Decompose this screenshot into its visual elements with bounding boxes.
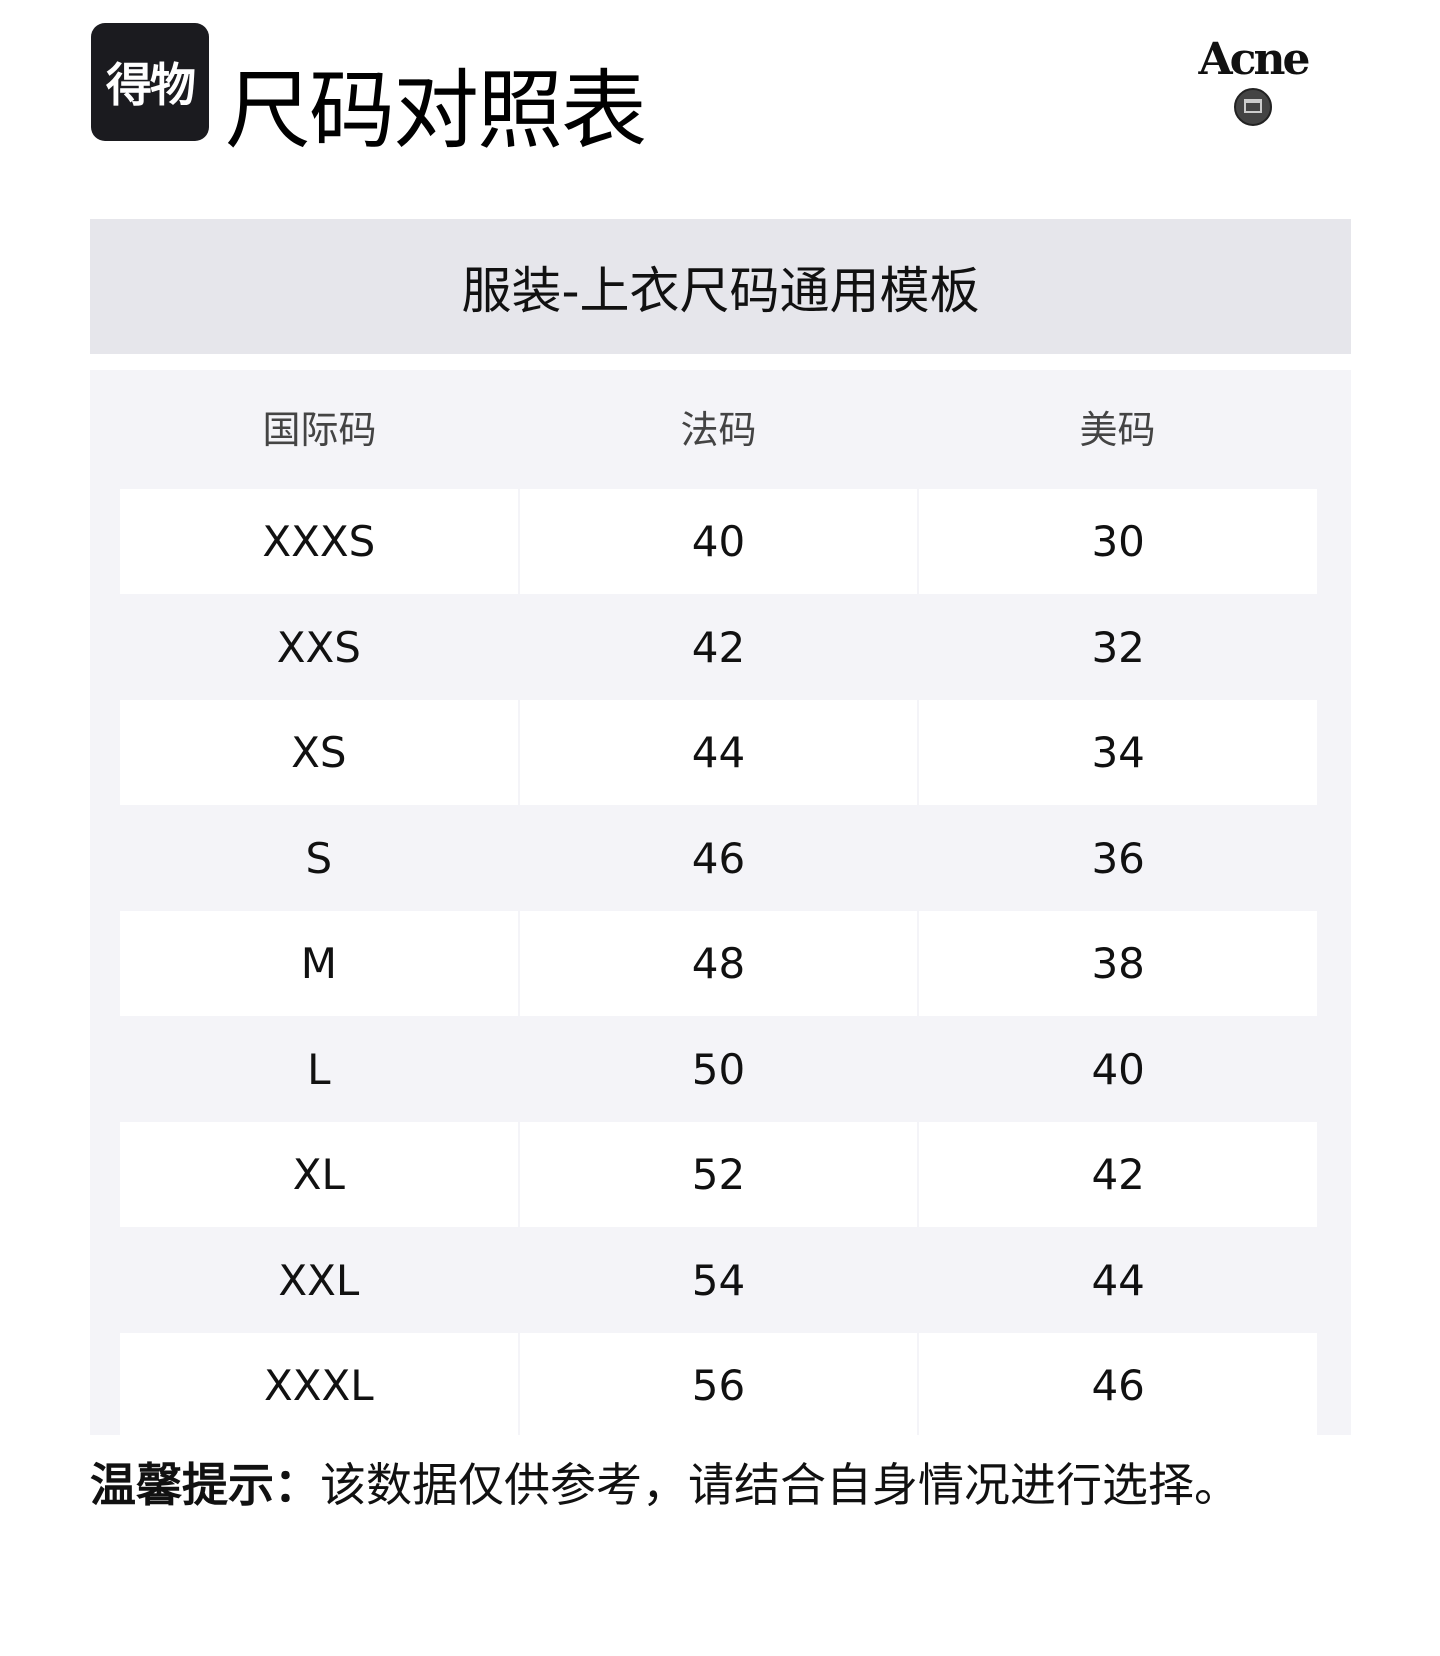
brand-logo-text: 得物 (106, 58, 196, 112)
table-cell: 36 (1091, 833, 1145, 883)
tip-label: 温馨提示： (90, 1458, 320, 1512)
table-row: XXL 54 44 (120, 1228, 1317, 1333)
table-cell: 42 (691, 622, 746, 672)
table-cell: 44 (519, 700, 918, 805)
table-cell: XXS (276, 622, 361, 672)
table-row: L 50 40 (120, 1017, 1317, 1122)
table-cell: 50 (691, 1044, 746, 1094)
size-table: 国际码 法码 美码 XXXS 40 30 XXS 42 32 XS 44 34 S 46 36 M 48 3… (90, 370, 1351, 1438)
seal-icon (1234, 88, 1272, 126)
table-cell: 30 (919, 489, 1318, 594)
table-row: M 48 38 (120, 911, 1318, 1016)
table-row: XL 52 42 (120, 1122, 1318, 1227)
column-header-us: 美码 (1079, 408, 1156, 452)
table-row: XS 44 34 (120, 700, 1318, 805)
footer-tip: 温馨提示：该数据仅供参考，请结合自身情况进行选择。 (90, 1452, 1240, 1518)
table-cell: XXL (278, 1255, 360, 1305)
page-title: 尺码对照表 (225, 61, 647, 161)
table-cell: 40 (1091, 1044, 1145, 1094)
table-cell: 52 (519, 1122, 918, 1227)
table-cell: XXXL (120, 1333, 518, 1438)
table-cell: XL (120, 1122, 518, 1227)
partner-logo-text: Acne (1198, 34, 1311, 85)
table-cell: S (305, 833, 333, 883)
column-header-fr: 法码 (680, 408, 757, 452)
table-cell: 44 (1091, 1255, 1145, 1305)
table-cell: 46 (691, 833, 746, 883)
table-cell: 32 (1091, 622, 1145, 672)
tip-text: 该数据仅供参考，请结合自身情况进行选择。 (320, 1458, 1240, 1512)
table-cell: 54 (691, 1255, 746, 1305)
table-cell: 46 (919, 1333, 1318, 1438)
table-cell: XXXS (120, 489, 518, 594)
table-cell: XS (120, 700, 518, 805)
table-cell: M (120, 911, 518, 1016)
table-row: XXXL 56 46 (120, 1333, 1318, 1438)
table-cell: 48 (519, 911, 918, 1016)
table-cell: 40 (519, 489, 918, 594)
table-cell: L (307, 1044, 331, 1094)
table-cell: 56 (519, 1333, 918, 1438)
table-header: 国际码 法码 美码 (120, 400, 1317, 460)
brand-logo: 得物 (91, 23, 209, 141)
partner-logo: Acne (1190, 34, 1316, 126)
table-row: S 46 36 (120, 806, 1317, 911)
column-header-international: 国际码 (262, 408, 377, 452)
table-row: XXS 42 32 (120, 595, 1317, 700)
table-cell: 42 (919, 1122, 1318, 1227)
section-title: 服装-上衣尺码通用模板 (90, 219, 1351, 354)
table-cell: 34 (919, 700, 1318, 805)
table-cell: 38 (919, 911, 1318, 1016)
table-row: XXXS 40 30 (120, 489, 1318, 594)
